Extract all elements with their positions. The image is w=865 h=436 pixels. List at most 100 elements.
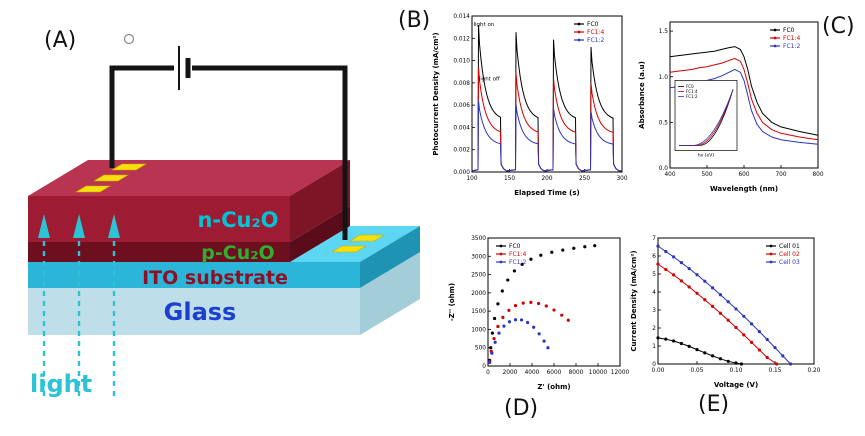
- svg-text:0.002: 0.002: [453, 148, 470, 154]
- svg-text:2: 2: [652, 326, 656, 332]
- svg-text:0.05: 0.05: [691, 368, 704, 374]
- svg-text:Elapsed Time (s): Elapsed Time (s): [514, 189, 580, 197]
- absorbance-chart: 400 500 600 700 800 0.0 0.5 1.0 1.5 Wavelength (n…: [636, 12, 826, 194]
- svg-text:Cell 01: Cell 01: [779, 243, 800, 250]
- svg-text:0.5: 0.5: [659, 120, 669, 126]
- svg-text:Cell 03: Cell 03: [779, 259, 800, 266]
- svg-text:FC1:2: FC1:2: [686, 94, 698, 99]
- jv-plot: 0.00 0.05 0.10 0.15 0.20 0 1 2 3 4 5 6 7 Voltage (V) C…: [630, 236, 821, 389]
- svg-text:1.0: 1.0: [659, 75, 669, 81]
- svg-text:hν (eV): hν (eV): [698, 152, 714, 158]
- svg-text:0.0: 0.0: [659, 166, 669, 172]
- svg-text:2000: 2000: [471, 291, 486, 297]
- svg-text:FC0: FC0: [509, 243, 521, 250]
- svg-text:500: 500: [475, 346, 486, 352]
- glass-side-face: [360, 252, 420, 335]
- svg-text:FC1:4: FC1:4: [587, 29, 604, 36]
- svg-text:FC1:2: FC1:2: [783, 43, 800, 50]
- svg-text:FC0: FC0: [686, 84, 694, 89]
- svg-text:Voltage (V): Voltage (V): [714, 381, 758, 389]
- svg-text:300: 300: [616, 176, 627, 182]
- panel-label-b: (B): [398, 8, 431, 33]
- n-layer-front-face: [28, 196, 290, 242]
- svg-text:FC1:2: FC1:2: [587, 37, 604, 44]
- svg-text:400: 400: [664, 172, 675, 178]
- svg-text:light on: light on: [474, 22, 495, 28]
- svg-text:3000: 3000: [471, 254, 486, 260]
- ito-top-face: [290, 226, 420, 262]
- svg-text:200: 200: [541, 176, 552, 182]
- svg-text:light off: light off: [479, 77, 500, 83]
- svg-text:7: 7: [652, 236, 656, 242]
- svg-text:500: 500: [701, 172, 712, 178]
- electrode-pad: [74, 185, 112, 193]
- svg-text:0.15: 0.15: [769, 368, 782, 374]
- ito-front-face: [28, 262, 360, 288]
- svg-text:100: 100: [466, 176, 477, 182]
- panel-label-e: (E): [698, 392, 730, 417]
- svg-text:FC1:4: FC1:4: [509, 251, 526, 258]
- svg-text:10000: 10000: [589, 370, 608, 376]
- light-arrow-head: [108, 214, 120, 238]
- svg-text:FC1:2: FC1:2: [509, 259, 526, 266]
- svg-text:0.00: 0.00: [652, 368, 665, 374]
- svg-text:0.10: 0.10: [730, 368, 743, 374]
- svg-text:0: 0: [652, 362, 656, 368]
- ito-label: ITO substrate: [142, 267, 288, 289]
- svg-text:12000: 12000: [611, 370, 630, 376]
- svg-text:8000: 8000: [569, 370, 584, 376]
- svg-text:0: 0: [486, 370, 490, 376]
- svg-text:150: 150: [504, 176, 515, 182]
- panel-label-d: (D): [504, 396, 539, 421]
- contact-dot-icon: [123, 33, 135, 45]
- electrode-pad: [348, 234, 386, 242]
- electrode-pad: [92, 174, 130, 182]
- photocurrent-chart: 100 150 200 250 300 0.000 0.002 0.004 0.006 0.008…: [430, 6, 628, 198]
- svg-text:3500: 3500: [471, 236, 486, 242]
- p-layer-label: p-Cu₂O: [201, 242, 274, 264]
- svg-text:3: 3: [652, 308, 656, 314]
- svg-text:800: 800: [812, 172, 823, 178]
- svg-text:4: 4: [652, 290, 656, 296]
- svg-text:1.5: 1.5: [659, 29, 669, 35]
- ito-side-face: [360, 226, 420, 288]
- svg-text:0: 0: [482, 364, 486, 370]
- svg-text:250: 250: [579, 176, 590, 182]
- svg-text:0.20: 0.20: [808, 368, 821, 374]
- svg-text:0.006: 0.006: [453, 103, 470, 109]
- svg-text:-Z'' (ohm): -Z'' (ohm): [448, 283, 456, 321]
- svg-text:2000: 2000: [503, 370, 518, 376]
- electrode-pad: [330, 245, 368, 253]
- svg-text:FC0: FC0: [587, 21, 599, 28]
- svg-text:Current Density (mA/cm²): Current Density (mA/cm²): [630, 250, 638, 351]
- svg-text:0.014: 0.014: [453, 14, 470, 20]
- light-label: light: [30, 370, 92, 398]
- svg-text:0.010: 0.010: [453, 59, 470, 65]
- circuit-wire: [109, 65, 348, 240]
- p-layer-side-face: [290, 206, 350, 262]
- svg-text:600: 600: [738, 172, 749, 178]
- nyquist-plot: 0 2000 4000 6000 8000 10000 12000 0 500 1000 1500 2…: [448, 236, 630, 391]
- svg-text:Cell 02: Cell 02: [779, 251, 800, 258]
- svg-text:0.008: 0.008: [453, 81, 470, 87]
- svg-text:0.000: 0.000: [453, 170, 470, 176]
- svg-text:6000: 6000: [547, 370, 562, 376]
- svg-text:0.004: 0.004: [453, 125, 470, 131]
- svg-text:0.012: 0.012: [453, 36, 470, 42]
- svg-text:1000: 1000: [471, 327, 486, 333]
- light-arrow-head: [38, 214, 50, 238]
- light-arrow-head: [73, 214, 85, 238]
- svg-text:6: 6: [652, 254, 656, 260]
- glass-front-face: [28, 288, 360, 335]
- panel-label-a: (A): [44, 28, 77, 53]
- n-layer-label: n-Cu₂O: [197, 208, 278, 232]
- panel-label-c: (C): [822, 14, 855, 39]
- svg-text:FC1:4: FC1:4: [783, 35, 800, 42]
- svg-text:FC1:4: FC1:4: [686, 89, 698, 94]
- svg-text:2500: 2500: [471, 273, 486, 279]
- svg-text:Absorbance (a.u): Absorbance (a.u): [638, 61, 646, 129]
- svg-text:1500: 1500: [471, 309, 486, 315]
- device-schematic: n-Cu₂O p-Cu₂O ITO substrate Glass light: [28, 33, 420, 398]
- electrode-pad: [110, 163, 148, 171]
- svg-text:Photocurrent Density (mA/cm²): Photocurrent Density (mA/cm²): [432, 32, 440, 155]
